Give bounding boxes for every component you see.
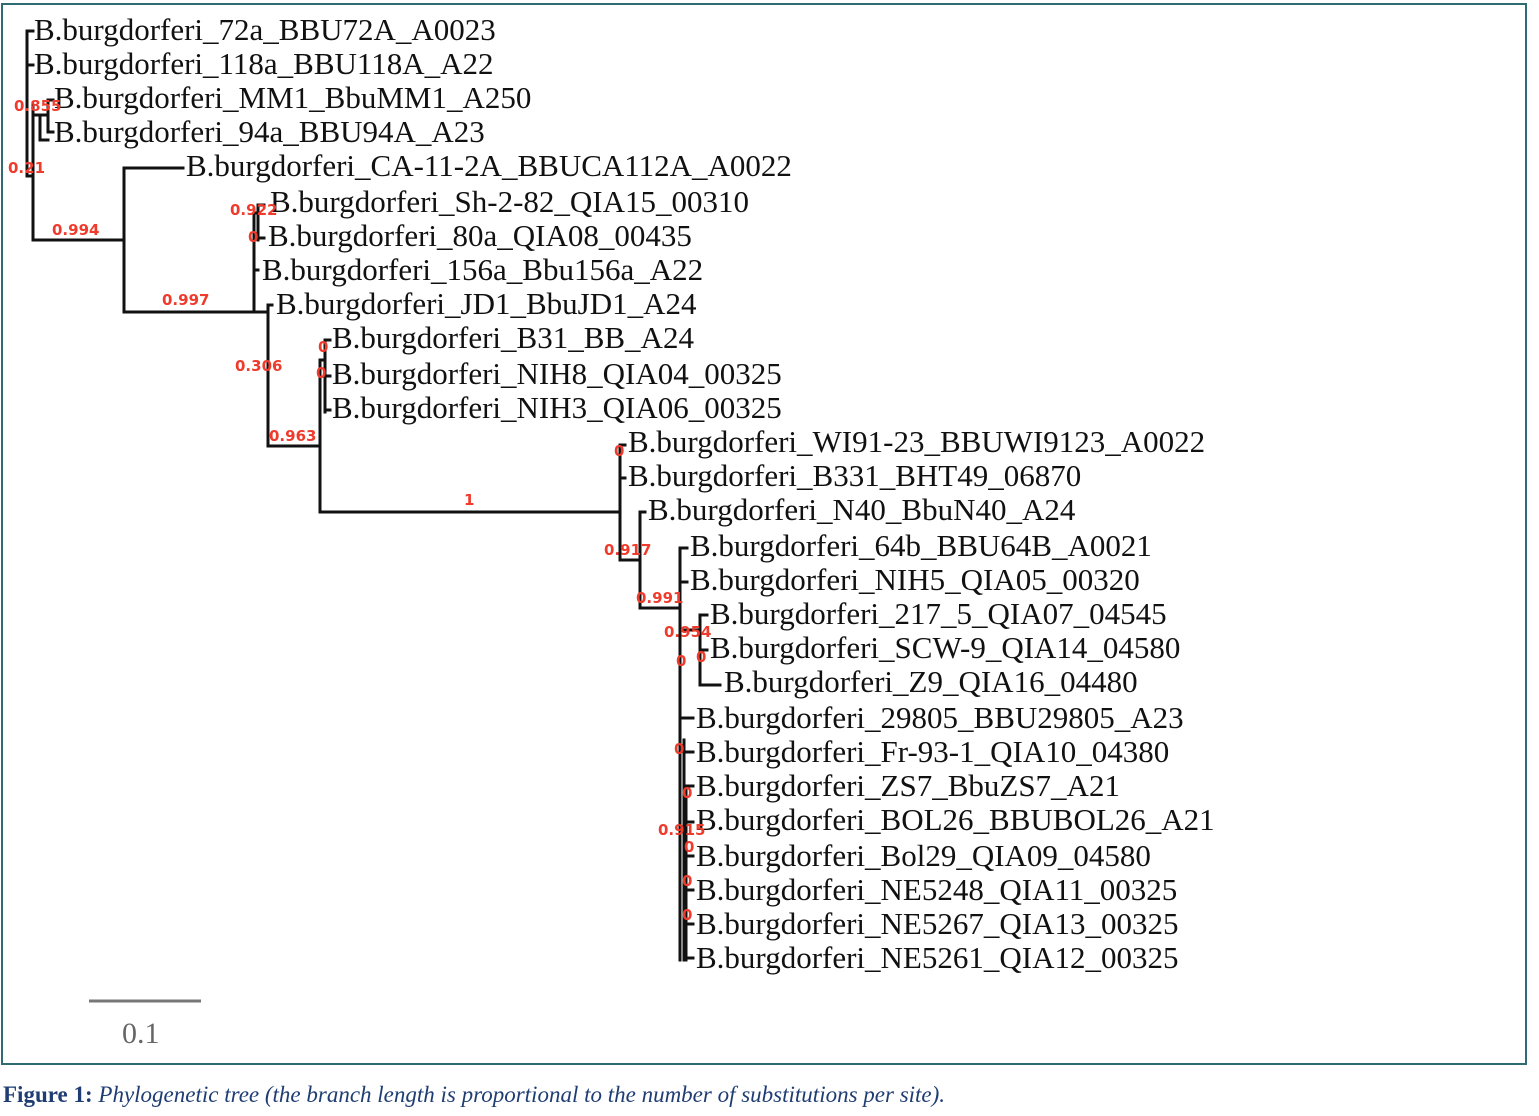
figure-frame bbox=[1, 3, 1527, 1065]
leaf-label: B.burgdorferi_72a_BBU72A_A0023 bbox=[34, 12, 496, 47]
leaf-label: B.burgdorferi_B331_BHT49_06870 bbox=[628, 458, 1081, 493]
support-value: 0.306 bbox=[235, 357, 282, 375]
support-value: 0.855 bbox=[14, 97, 61, 115]
leaf-label: B.burgdorferi_Z9_QIA16_04480 bbox=[724, 664, 1138, 699]
leaf-label: B.burgdorferi_217_5_QIA07_04545 bbox=[710, 596, 1167, 631]
leaf-label: B.burgdorferi_94a_BBU94A_A23 bbox=[54, 114, 485, 149]
support-value: 0 bbox=[696, 648, 706, 666]
leaf-label: B.burgdorferi_Fr-93-1_QIA10_04380 bbox=[696, 734, 1169, 769]
support-value: 0 bbox=[676, 652, 686, 670]
leaf-label: B.burgdorferi_NE5248_QIA11_00325 bbox=[696, 872, 1177, 907]
phylogenetic-tree: B.burgdorferi_72a_BBU72A_A0023B.burgdorf… bbox=[8, 12, 1215, 1050]
support-value: 0.917 bbox=[604, 541, 651, 559]
leaf-label: B.burgdorferi_CA-11-2A_BBUCA112A_A0022 bbox=[186, 148, 792, 183]
leaf-label: B.burgdorferi_NIH3_QIA06_00325 bbox=[332, 390, 782, 425]
support-value: 0.997 bbox=[162, 291, 209, 309]
support-value: 0.954 bbox=[664, 623, 711, 641]
leaf-label: B.burgdorferi_156a_Bbu156a_A22 bbox=[262, 252, 703, 287]
leaf-label: B.burgdorferi_NE5267_QIA13_00325 bbox=[696, 906, 1178, 941]
figure-caption: Figure 1: Phylogenetic tree (the branch … bbox=[3, 1082, 945, 1108]
leaf-label: B.burgdorferi_MM1_BbuMM1_A250 bbox=[54, 80, 531, 115]
leaf-label: B.burgdorferi_80a_QIA08_00435 bbox=[268, 218, 692, 253]
support-value: 0.922 bbox=[230, 201, 277, 219]
leaf-label: B.burgdorferi_WI91-23_BBUWI9123_A0022 bbox=[628, 424, 1205, 459]
support-value: 0 bbox=[248, 228, 258, 246]
support-value: 0.994 bbox=[52, 221, 99, 239]
leaf-label: B.burgdorferi_64b_BBU64B_A0021 bbox=[690, 528, 1152, 563]
support-value: 0 bbox=[674, 740, 684, 758]
support-value: 0 bbox=[682, 906, 692, 924]
support-value: 0 bbox=[316, 364, 326, 382]
support-value: 0.991 bbox=[636, 589, 683, 607]
leaf-label: B.burgdorferi_NIH8_QIA04_00325 bbox=[332, 356, 782, 391]
leaf-label: B.burgdorferi_BOL26_BBUBOL26_A21 bbox=[696, 802, 1215, 837]
caption-label: Figure 1: bbox=[3, 1082, 93, 1107]
support-value: 0 bbox=[684, 838, 694, 856]
leaf-label: B.burgdorferi_Sh-2-82_QIA15_00310 bbox=[270, 184, 749, 219]
leaf-label: B.burgdorferi_JD1_BbuJD1_A24 bbox=[276, 286, 697, 321]
leaf-label: B.burgdorferi_118a_BBU118A_A22 bbox=[34, 46, 494, 81]
leaf-label: B.burgdorferi_NIH5_QIA05_00320 bbox=[690, 562, 1140, 597]
support-value: 0 bbox=[682, 784, 692, 802]
support-value: 0.915 bbox=[658, 821, 705, 839]
leaf-label: B.burgdorferi_Bol29_QIA09_04580 bbox=[696, 838, 1151, 873]
support-value: 1 bbox=[464, 491, 474, 509]
leaf-label: B.burgdorferi_NE5261_QIA12_00325 bbox=[696, 940, 1178, 975]
leaf-label: B.burgdorferi_ZS7_BbuZS7_A21 bbox=[696, 768, 1120, 803]
support-value: 0.963 bbox=[269, 427, 316, 445]
support-value: 0 bbox=[614, 442, 624, 460]
leaf-label: B.burgdorferi_B31_BB_A24 bbox=[332, 320, 694, 355]
support-values: 0.8550.210.9940.9970.92200.306000.963100… bbox=[8, 97, 711, 924]
leaf-labels: B.burgdorferi_72a_BBU72A_A0023B.burgdorf… bbox=[34, 12, 1215, 975]
leaf-label: B.burgdorferi_N40_BbuN40_A24 bbox=[648, 492, 1076, 527]
support-value: 0.21 bbox=[8, 159, 45, 177]
support-value: 0 bbox=[318, 338, 328, 356]
leaf-label: B.burgdorferi_SCW-9_QIA14_04580 bbox=[710, 630, 1180, 665]
caption-text: Phylogenetic tree (the branch length is … bbox=[98, 1082, 946, 1107]
support-value: 0 bbox=[682, 872, 692, 890]
scale-bar-label: 0.1 bbox=[122, 1017, 160, 1050]
tree-branches bbox=[25, 29, 722, 962]
leaf-label: B.burgdorferi_29805_BBU29805_A23 bbox=[696, 700, 1184, 735]
